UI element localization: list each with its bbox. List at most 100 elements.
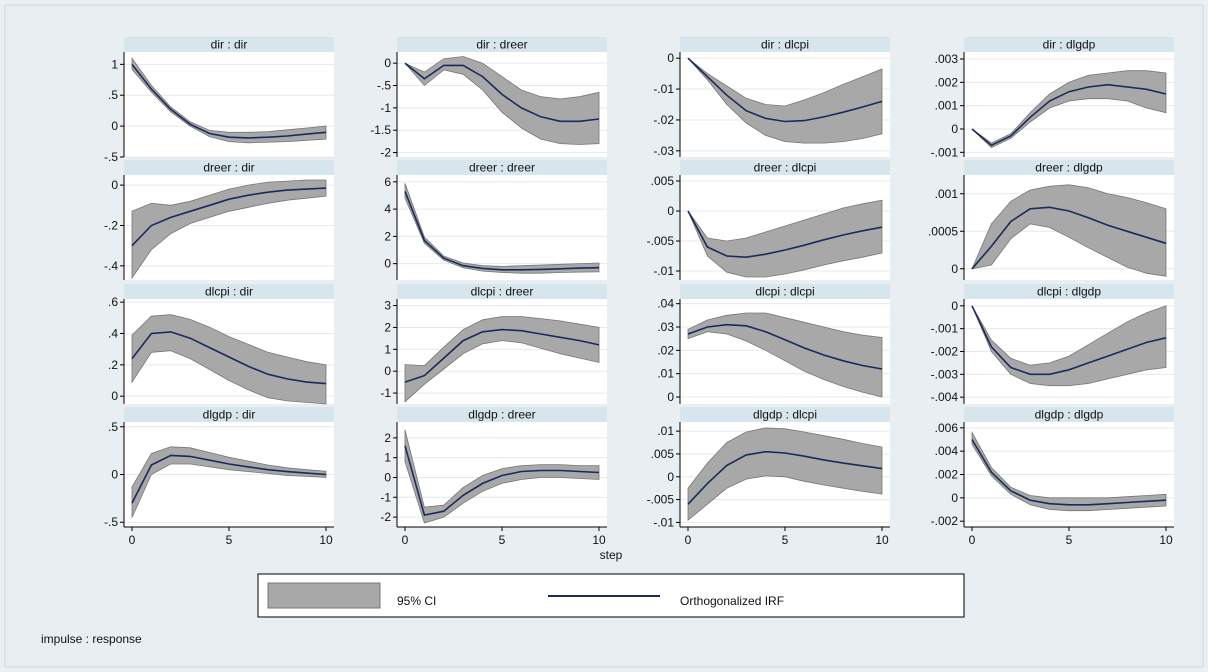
y-tick-label: .4 [108, 326, 118, 340]
panel-title: dreer : dlgdp [1035, 161, 1103, 175]
x-tick-label: 0 [685, 533, 692, 547]
x-tick-label: 10 [875, 533, 889, 547]
ci-band [404, 429, 600, 524]
y-tick-label: -1 [380, 386, 391, 400]
ci-band [687, 312, 883, 398]
y-tick-label: .03 [657, 320, 674, 334]
y-tick-label: 1 [111, 57, 118, 71]
panel-title-bar [397, 407, 607, 422]
panel-title-bar [397, 37, 607, 52]
panel-title: dreer : dir [203, 161, 254, 175]
y-tick-label: .01 [657, 424, 674, 438]
y-tick-label: 0 [951, 491, 958, 505]
irf-line [971, 206, 1167, 270]
panel-title-bar [964, 37, 1174, 52]
panel-title: dir : dlcpi [761, 38, 809, 52]
ci-band [687, 427, 883, 522]
y-tick-label: .001 [935, 99, 959, 113]
x-tick-label: 5 [782, 533, 789, 547]
y-tick-label: -.005 [647, 493, 675, 507]
panel-title-bar [124, 407, 334, 422]
y-tick-label: -.005 [647, 234, 675, 248]
y-tick-label: 0 [111, 119, 118, 133]
y-tick-label: .5 [108, 420, 118, 434]
y-tick-label: 0 [667, 390, 674, 404]
y-tick-label: -2 [380, 146, 391, 160]
ci-band [404, 183, 600, 274]
y-tick-label: 4 [384, 202, 391, 216]
panel-title-bar [680, 284, 890, 299]
panel-title: dlcpi : dlgdp [1037, 285, 1101, 299]
y-tick-label: -1.5 [370, 123, 391, 137]
y-tick-label: -.004 [931, 390, 959, 404]
y-tick-label: .003 [935, 52, 959, 66]
y-tick-label: .001 [935, 187, 959, 201]
y-tick-label: 1 [384, 451, 391, 465]
y-tick-label: 2 [384, 320, 391, 334]
y-tick-label: -.001 [931, 145, 959, 159]
irf-line [687, 323, 883, 370]
legend-ci-label: 95% CI [397, 594, 436, 608]
panel-title-bar [397, 284, 607, 299]
y-tick-label: -.001 [931, 322, 959, 336]
y-tick-label: .006 [935, 421, 959, 435]
panel-title: dir : dir [211, 38, 248, 52]
x-tick-label: 5 [226, 533, 233, 547]
panel-title: dlcpi : dlcpi [755, 285, 814, 299]
x-tick-label: 0 [402, 533, 409, 547]
figure-note: impulse : response [41, 632, 142, 646]
y-tick-label: 0 [951, 122, 958, 136]
y-tick-label: .6 [108, 295, 118, 309]
y-tick-label: 0 [667, 51, 674, 65]
ci-band [404, 316, 600, 403]
irf-line [687, 57, 883, 123]
y-tick-label: .02 [657, 343, 674, 357]
y-tick-label: 0 [951, 299, 958, 313]
panel-title: dlgdp : dlgdp [1035, 408, 1104, 422]
panel-title-bar [124, 37, 334, 52]
legend-irf-label: Orthogonalized IRF [680, 594, 784, 608]
panel-title: dreer : dlcpi [754, 161, 817, 175]
y-tick-label: -.01 [653, 264, 674, 278]
y-tick-label: -.003 [931, 367, 959, 381]
y-tick-label: 3 [384, 299, 391, 313]
panel-title-bar [964, 407, 1174, 422]
x-tick-label: 10 [319, 533, 333, 547]
y-tick-label: 0 [951, 262, 958, 276]
panel-title-bar [680, 37, 890, 52]
y-tick-label: 1 [384, 342, 391, 356]
irf-line [687, 450, 883, 505]
irf-line [404, 62, 600, 123]
y-tick-label: -.02 [653, 113, 674, 127]
y-tick-label: .2 [108, 358, 118, 372]
x-tick-label: 5 [1066, 533, 1073, 547]
y-tick-label: .002 [935, 75, 959, 89]
y-tick-label: 0 [667, 470, 674, 484]
y-tick-label: -1 [380, 101, 391, 115]
y-tick-label: .002 [935, 468, 959, 482]
panel-title-bar [124, 284, 334, 299]
y-tick-label: -.5 [377, 79, 391, 93]
x-axis-title: step [600, 548, 623, 562]
panel-title: dir : dlgdp [1043, 38, 1096, 52]
y-tick-label: 0 [111, 468, 118, 482]
ci-band [971, 70, 1167, 149]
y-tick-label: -.5 [104, 150, 118, 164]
x-tick-label: 0 [129, 533, 136, 547]
y-tick-label: -.2 [104, 218, 118, 232]
panel-title-bar [680, 407, 890, 422]
y-tick-label: 0 [667, 204, 674, 218]
irf-line [131, 63, 327, 139]
irf-line [971, 439, 1167, 506]
panel-title-bar [964, 284, 1174, 299]
panel-plot-area [397, 175, 607, 280]
irf-line [971, 305, 1167, 376]
panel-title: dir : dreer [476, 38, 527, 52]
y-tick-label: -.01 [653, 515, 674, 529]
y-tick-label: -.03 [653, 144, 674, 158]
irf-line [131, 454, 327, 504]
y-tick-label: -1 [380, 490, 391, 504]
panel-title: dreer : dreer [469, 161, 535, 175]
irf-line [131, 331, 327, 385]
